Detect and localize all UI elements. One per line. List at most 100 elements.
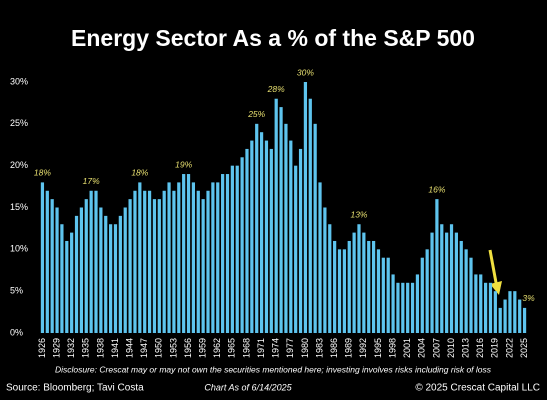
x-tick-label: 1938 [95,338,105,358]
bar [381,257,385,333]
x-tick-label: 1950 [154,338,164,358]
date-note: Chart As of 6/14/2025 [204,382,292,392]
y-tick-label: 20% [10,160,28,170]
bar [255,123,259,333]
chart-title: Energy Sector As a % of the S&P 500 [71,25,475,51]
bar [118,215,122,333]
x-tick-label: 2022 [504,338,514,358]
bar [464,249,468,333]
disclosure: Disclosure: Crescat may or may not own t… [55,364,492,374]
bar [323,207,327,333]
y-tick-label: 0% [10,327,23,337]
bar [191,182,196,333]
bar [488,282,493,333]
bar [225,174,230,333]
bar [440,224,444,333]
arrow [488,249,499,289]
bar [133,190,137,333]
bar [279,107,283,333]
x-tick-label: 1974 [271,338,281,358]
bar [430,232,434,333]
x-tick-label: 1977 [285,338,295,358]
bar [513,291,517,333]
bar [113,224,118,333]
bar [235,165,239,333]
bar [196,190,200,333]
bar [89,190,93,333]
bar [289,140,293,333]
x-tick-label: 2010 [446,338,456,358]
value-label: 18% [34,168,51,178]
bar [445,232,449,333]
bar [74,215,79,333]
value-label: 30% [297,67,314,77]
bar [157,199,161,333]
bar [84,199,88,333]
bar [342,249,346,333]
bar [415,274,420,333]
x-tick-label: 1998 [387,338,397,358]
x-tick-label: 1965 [227,338,237,358]
bar [138,182,142,333]
bar [352,232,356,333]
bar [182,174,186,333]
x-tick-label: 1995 [373,338,383,358]
x-tick-label: 2025 [519,338,529,358]
bar [362,232,366,333]
bar [522,307,527,333]
bar [109,224,113,333]
bar [60,224,64,333]
x-tick-label: 1935 [81,338,91,358]
bar [259,132,264,333]
value-label: 16% [428,184,445,194]
bar [347,240,351,333]
bar [518,299,522,333]
x-tick-label: 1953 [168,338,178,358]
value-label: 18% [131,168,148,178]
value-label: 25% [247,109,265,119]
x-tick-label: 1944 [124,338,134,358]
bar [357,224,361,333]
bar [240,157,244,333]
x-tick-label: 1989 [344,338,354,358]
bar [211,182,215,333]
bar [123,207,127,333]
bar [250,140,254,333]
bar [333,240,337,333]
bar [143,190,147,333]
value-label: 17% [83,176,100,186]
x-tick-label: 1929 [51,338,61,358]
x-tick-label: 2001 [402,338,412,358]
bar [410,282,415,333]
bar [454,232,458,333]
bar [435,199,439,333]
bar [104,215,108,333]
bar [459,240,463,333]
bar [40,182,45,333]
bar [371,240,376,333]
bar [264,140,269,333]
bar [483,282,488,333]
x-tick-label: 2007 [431,338,441,358]
bar [65,240,69,333]
source: Source: Bloomberg; Tavi Costa [6,383,144,394]
bar [469,257,473,333]
bar [99,207,103,333]
bar [152,199,157,333]
arrow-head [490,281,502,295]
copyright: © 2025 Crescat Capital LLC [415,383,540,394]
bar [493,291,497,333]
x-tick-label: 1941 [110,338,120,358]
bar [376,249,381,333]
bar [503,299,507,333]
bar [498,307,502,333]
y-tick-label: 15% [10,202,28,212]
bar [449,224,454,333]
bar [172,190,176,333]
bar [328,224,332,333]
bar [274,98,278,333]
bar [230,165,234,333]
bar [401,282,405,333]
bar [70,232,74,333]
